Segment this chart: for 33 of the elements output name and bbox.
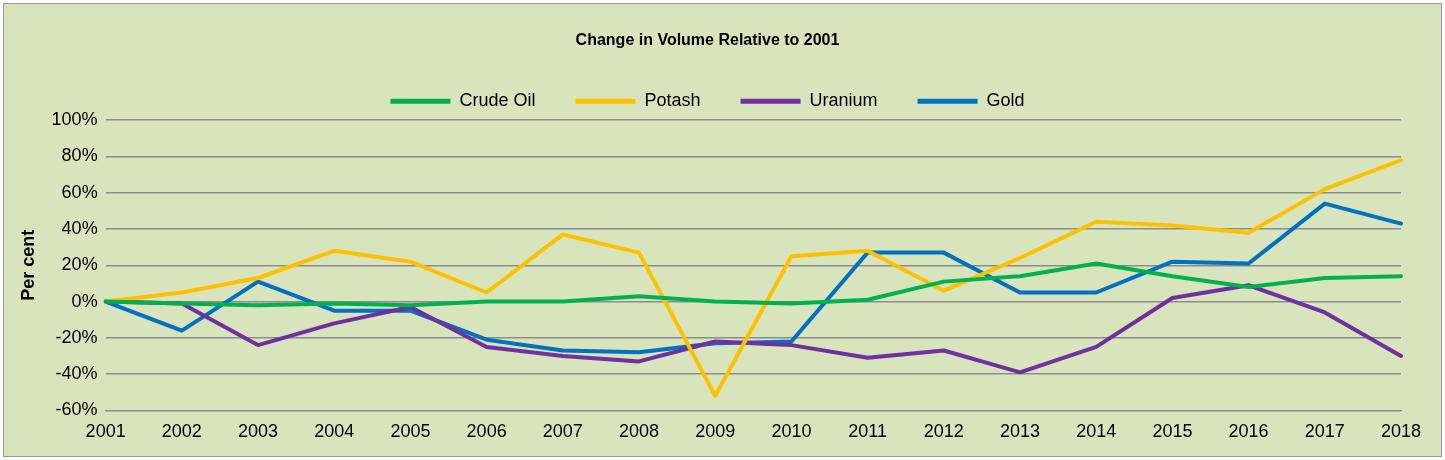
x-tick-label: 2011	[848, 421, 887, 442]
x-tick-label: 2017	[1304, 421, 1345, 442]
x-tick-label: 2002	[161, 421, 202, 442]
y-tick-label: 80%	[61, 145, 98, 166]
y-tick-label: 40%	[61, 217, 98, 238]
y-tick-label: 60%	[61, 181, 98, 202]
x-tick-label: 2014	[1076, 421, 1117, 442]
x-tick-label: 2012	[923, 421, 964, 442]
legend-label: Crude Oil	[459, 90, 536, 111]
x-tick-label: 2005	[390, 421, 431, 442]
x-tick-label: 2018	[1380, 421, 1422, 442]
chart-title: Change in Volume Relative to 2001	[575, 31, 840, 49]
x-tick-label: 2007	[542, 421, 583, 442]
x-tick-label: 2016	[1228, 421, 1269, 442]
x-tick-label: 2001	[85, 421, 126, 442]
x-tick-label: 2010	[771, 421, 812, 442]
legend-label: Potash	[644, 90, 701, 111]
x-tick-label: 2013	[999, 421, 1041, 442]
y-axis-title: Per cent	[17, 229, 38, 301]
y-tick-label: -20%	[55, 326, 98, 347]
x-tick-label: 2015	[1152, 421, 1193, 442]
x-tick-label: 2008	[619, 421, 660, 442]
x-tick-label: 2009	[695, 421, 736, 442]
legend-label: Uranium	[809, 90, 878, 111]
y-tick-label: 0%	[71, 290, 98, 311]
y-tick-label: 20%	[61, 254, 98, 275]
x-tick-label: 2004	[314, 421, 355, 442]
x-tick-label: 2003	[238, 421, 279, 442]
y-tick-label: -40%	[55, 363, 98, 384]
legend-label: Gold	[986, 90, 1025, 111]
x-tick-label: 2006	[466, 421, 507, 442]
y-tick-label: -60%	[55, 399, 98, 420]
y-tick-label: 100%	[51, 109, 98, 130]
